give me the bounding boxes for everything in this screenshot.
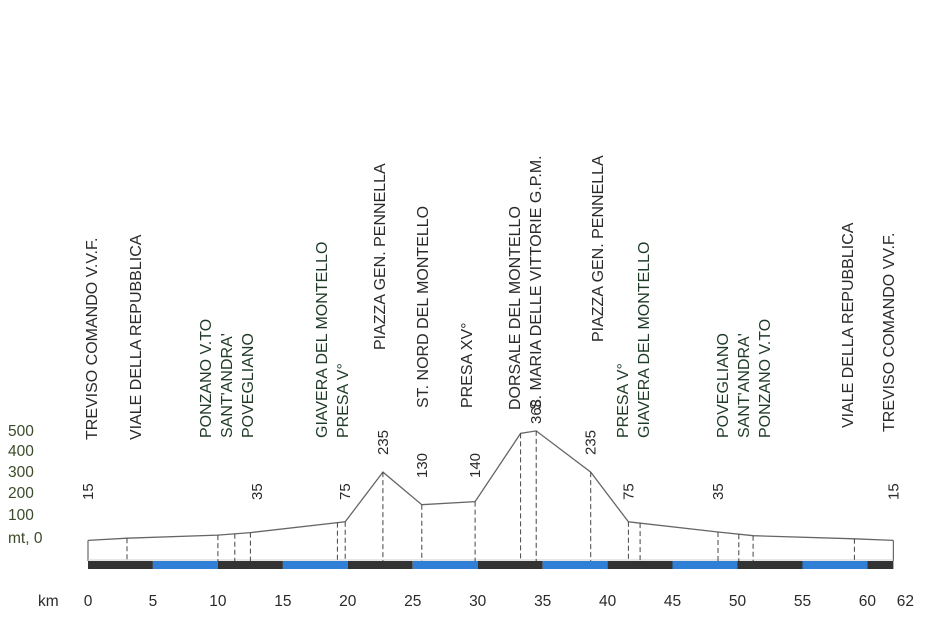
profile-area	[88, 430, 894, 560]
distance-bar-segment-dark	[88, 561, 153, 569]
distance-bar-segment-blue	[542, 561, 608, 569]
x-tick-label: 10	[209, 593, 227, 610]
elevation-profile	[87, 430, 894, 561]
y-tick-label: 100	[8, 507, 34, 524]
place-label: ST. NORD DEL MONTELLO	[415, 206, 432, 408]
place-label: PIAZZA GEN. PENNELLA	[372, 163, 389, 350]
place-label: TREVISO COMANDO V.V.F.	[84, 238, 101, 440]
distance-bar	[88, 561, 894, 569]
x-axis: km 0 5 10 15 20 25 30 35 40 45 50 55 60 62	[38, 593, 914, 610]
altitude-labels: 15 35 75 235 130 140 368 235 75 35 15	[80, 399, 902, 500]
place-labels: TREVISO COMANDO V.V.F. VIALE DELLA REPUBB…	[84, 155, 898, 440]
place-label: PRESA XV°	[459, 322, 476, 408]
place-label: SANT'ANDRA'	[219, 333, 236, 438]
distance-bar-segment-dark	[867, 561, 894, 569]
altitude-label: 140	[467, 453, 484, 478]
y-tick-label: 400	[8, 443, 34, 460]
place-label: VIALE DELLA REPUBBLICA	[128, 234, 145, 440]
x-axis-unit-label: km	[38, 593, 59, 610]
profile-line	[87, 430, 894, 542]
place-label: GIAVERA DEL MONTELLO	[314, 242, 331, 439]
x-tick-label: 50	[729, 593, 747, 610]
y-tick-label: 300	[8, 464, 34, 481]
altitude-label: 15	[80, 483, 97, 500]
distance-bar-segment-dark	[477, 561, 543, 569]
place-label: POVEGLIANO	[240, 333, 257, 438]
x-tick-label: 20	[339, 593, 357, 610]
altitude-label: 235	[583, 430, 600, 455]
altitude-label: 35	[249, 483, 266, 500]
place-label: TREVISO COMANDO VV.F.	[881, 233, 898, 432]
checkpoint-markers	[126, 430, 855, 561]
distance-bar-segment-dark	[607, 561, 673, 569]
place-label: GIAVERA DEL MONTELLO	[636, 242, 653, 439]
x-tick-label: 40	[599, 593, 617, 610]
place-label: DORSALE DEL MONTELLO	[507, 206, 524, 410]
distance-bar-segment-blue	[282, 561, 348, 569]
place-label: PIAZZA GEN. PENNELLA	[590, 155, 607, 342]
distance-bar-segment-blue	[412, 561, 478, 569]
distance-bar-segment-dark	[347, 561, 413, 569]
place-label: PONZANO V.TO	[198, 319, 215, 438]
distance-bar-segment-dark	[217, 561, 283, 569]
y-tick-label: 500	[8, 423, 34, 440]
place-label: VIALE DELLA REPUBBLICA	[840, 222, 857, 428]
x-tick-label: 62	[897, 593, 914, 610]
altitude-label: 75	[620, 483, 637, 500]
place-label: PRESA V°	[335, 363, 352, 438]
altitude-label: 15	[885, 483, 902, 500]
y-axis: 500 400 300 200 100 mt, 0	[8, 423, 43, 547]
altitude-label: 35	[710, 483, 727, 500]
x-tick-label: 15	[274, 593, 291, 610]
place-label: S. MARIA DELLE VITTORIE G.P.M.	[528, 155, 545, 410]
x-tick-label: 55	[794, 593, 811, 610]
place-label: POVEGLIANO	[715, 333, 732, 438]
altitude-label: 130	[414, 453, 431, 478]
place-label: PONZANO V.TO	[757, 319, 774, 438]
x-tick-label: 60	[859, 593, 877, 610]
distance-bar-segment-blue	[672, 561, 738, 569]
x-tick-label: 0	[84, 593, 93, 610]
altitude-label: 75	[337, 483, 354, 500]
x-tick-label: 45	[664, 593, 681, 610]
altitude-label: 368	[528, 399, 545, 424]
distance-bar-segment-blue	[152, 561, 218, 569]
distance-bar-segment-dark	[737, 561, 803, 569]
x-tick-label: 25	[404, 593, 421, 610]
distance-bar-segment-blue	[802, 561, 868, 569]
y-tick-label: mt, 0	[8, 530, 43, 547]
place-label: PRESA V°	[615, 363, 632, 438]
x-tick-label: 30	[469, 593, 487, 610]
y-tick-label: 200	[8, 485, 34, 502]
place-label: SANT'ANDRA'	[736, 333, 753, 438]
x-tick-label: 5	[149, 593, 158, 610]
x-tick-label: 35	[534, 593, 551, 610]
altitude-label: 235	[375, 430, 392, 455]
